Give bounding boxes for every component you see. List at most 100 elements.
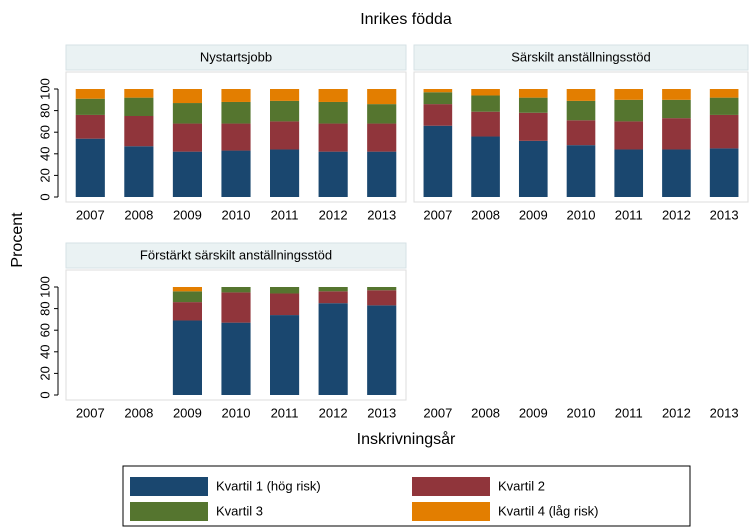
bar-segment [318, 151, 348, 197]
bar-segment [709, 89, 739, 98]
legend-box [122, 465, 691, 527]
x-tick-label: 2012 [662, 207, 691, 222]
x-tick-label: 2013 [710, 405, 739, 420]
legend-label: Kvartil 4 (låg risk) [498, 503, 598, 518]
x-tick-label: 2011 [615, 207, 643, 222]
bar-segment [423, 92, 453, 105]
y-tick-label: 40 [37, 147, 52, 161]
x-tick-label: 2007 [76, 405, 105, 420]
bar-segment [318, 101, 348, 124]
panel-title: Särskilt anställningsstöd [511, 49, 650, 64]
bar-segment [614, 89, 644, 100]
bar-segment [662, 89, 691, 100]
y-tick-label: 80 [37, 301, 52, 315]
bar-segment [518, 89, 548, 98]
y-tick-label: 60 [37, 125, 52, 139]
bar-segment [75, 138, 105, 197]
x-tick-label: 2010 [222, 405, 251, 420]
bar-segment [367, 123, 397, 152]
bar-segment [566, 89, 596, 101]
bar-segment [75, 114, 105, 139]
bar-segment [270, 121, 300, 150]
legend-swatch [130, 502, 208, 521]
x-tick-label: 2013 [367, 405, 396, 420]
bar-segment [172, 320, 202, 395]
bar-segment [221, 101, 251, 124]
bar-segment [270, 315, 300, 395]
bar-segment [662, 118, 691, 150]
bar-segment [318, 89, 348, 102]
bar-segment [471, 136, 500, 197]
bar-segment [367, 305, 397, 395]
bar-segment [367, 287, 397, 291]
bar-segment [124, 116, 154, 147]
bar-segment [709, 148, 739, 197]
bar-segment [221, 292, 251, 323]
x-tick-label: 2012 [662, 405, 691, 420]
legend-label: Kvartil 1 (hög risk) [216, 478, 321, 493]
bar-segment [662, 149, 691, 197]
bar-segment [367, 104, 397, 124]
legend-label: Kvartil 3 [216, 503, 263, 518]
bar-segment [172, 151, 202, 197]
bar-segment [221, 123, 251, 151]
bar-segment [318, 287, 348, 292]
x-tick-label: 2010 [222, 207, 251, 222]
bar-segment [318, 123, 348, 152]
x-tick-label: 2008 [124, 207, 153, 222]
y-tick-label: 80 [37, 103, 52, 117]
bar-segment [221, 89, 251, 102]
bar-segment [172, 287, 202, 292]
x-tick-label: 2009 [173, 207, 202, 222]
bar-segment [518, 97, 548, 113]
bar-segment [367, 89, 397, 105]
legend-swatch [412, 477, 490, 496]
legend-swatch [412, 502, 490, 521]
bar-segment [172, 302, 202, 321]
panel-title: Förstärkt särskilt anställningsstöd [140, 247, 332, 262]
x-tick-label: 2012 [319, 207, 348, 222]
panel-header [65, 44, 407, 71]
legend-swatch [130, 477, 208, 496]
x-tick-label: 2009 [519, 405, 548, 420]
bar-segment [566, 120, 596, 146]
x-tick-label: 2013 [710, 207, 739, 222]
legend-label: Kvartil 2 [498, 478, 545, 493]
bar-segment [518, 140, 548, 197]
y-tick-label: 60 [37, 323, 52, 337]
bar-segment [318, 303, 348, 395]
bar-segment [221, 150, 251, 197]
bar-segment [221, 322, 251, 395]
bar-segment [124, 146, 154, 197]
bar-segment [614, 99, 644, 122]
y-axis-label: Procent [9, 212, 26, 268]
bar-segment [566, 100, 596, 121]
bar-segment [270, 149, 300, 197]
panel-header [413, 44, 749, 71]
bar-segment [367, 151, 397, 197]
y-tick-label: 0 [37, 391, 52, 398]
x-tick-label: 2010 [567, 207, 596, 222]
y-tick-label: 100 [37, 78, 52, 100]
bar-segment [709, 97, 739, 115]
bar-segment [270, 100, 300, 122]
x-tick-label: 2011 [271, 207, 299, 222]
chart-title: Inrikes födda [360, 11, 452, 28]
panel-header [65, 242, 407, 269]
bar-segment [367, 290, 397, 306]
x-tick-label: 2011 [271, 405, 299, 420]
bar-segment [124, 89, 154, 98]
bar-segment [709, 114, 739, 149]
bar-segment [75, 98, 105, 115]
y-tick-label: 100 [37, 276, 52, 298]
x-tick-label: 2008 [471, 405, 500, 420]
y-tick-label: 0 [37, 193, 52, 200]
bar-segment [566, 145, 596, 197]
bar-segment [318, 291, 348, 304]
bar-segment [662, 99, 691, 119]
bar-segment [471, 95, 500, 112]
x-tick-label: 2007 [76, 207, 105, 222]
bar-segment [270, 293, 300, 316]
bar-segment [423, 125, 453, 197]
